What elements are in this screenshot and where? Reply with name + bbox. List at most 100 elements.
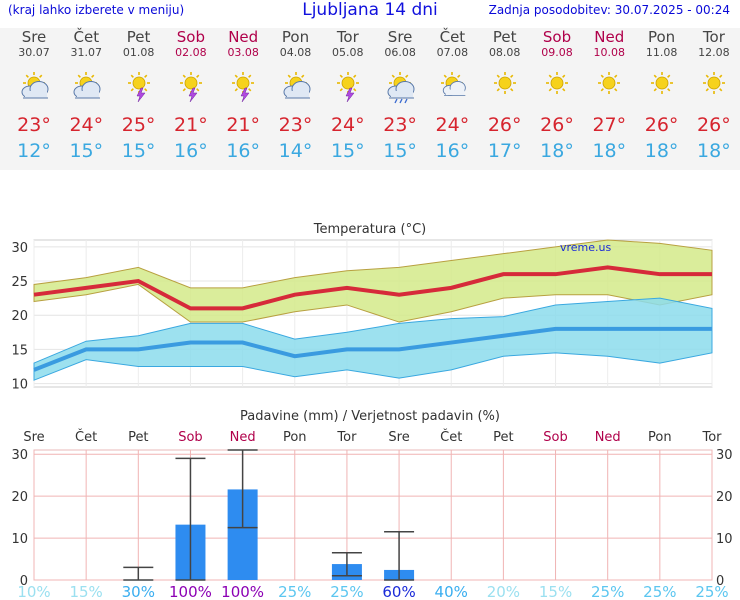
sun-cloud-rain-icon bbox=[383, 68, 417, 104]
forecast-day: Sob 09.08 26° 18° bbox=[531, 28, 583, 164]
temp-min: 16° bbox=[435, 140, 470, 162]
precipitation-probability: 100% bbox=[169, 583, 212, 600]
precipitation-probability: 25% bbox=[695, 583, 728, 600]
x-tick-label: Sre bbox=[23, 430, 44, 445]
temperature-chart-title: Temperatura (°C) bbox=[313, 222, 426, 237]
sun-shape bbox=[493, 72, 516, 94]
forecast-day: Sre 06.08 23° 15° bbox=[374, 28, 426, 164]
sun-icon bbox=[697, 68, 731, 102]
temperature-chart: Temperatura (°C) 10 15 20 25 30 vreme.us bbox=[11, 222, 713, 393]
day-name: Ned bbox=[228, 28, 259, 46]
temp-max: 24° bbox=[69, 114, 104, 136]
y-tick-label-left: 30 bbox=[11, 448, 28, 463]
sun-icon bbox=[592, 68, 626, 102]
precipitation-probability: 15% bbox=[539, 583, 572, 600]
partly-cloudy-icon bbox=[69, 68, 103, 102]
last-update: Zadnja posodobitev: 30.07.2025 - 00:24 bbox=[488, 3, 730, 17]
precipitation-chart-title: Padavine (mm) / Verjetnost padavin (%) bbox=[240, 409, 500, 424]
temp-min: 15° bbox=[121, 140, 156, 162]
cloud-shape bbox=[283, 81, 310, 99]
cloud-shape bbox=[443, 81, 467, 96]
min-temp-range-band bbox=[33, 297, 713, 381]
day-name: Sob bbox=[542, 28, 572, 46]
day-name: Čet bbox=[73, 28, 100, 46]
x-tick-label: Sob bbox=[178, 430, 202, 445]
day-date: 09.08 bbox=[541, 46, 573, 59]
y-tick-label-right: 30 bbox=[716, 448, 733, 463]
day-name: Čet bbox=[439, 28, 466, 46]
temp-min: 17° bbox=[487, 140, 522, 162]
forecast-day: Ned 03.08 21° 16° bbox=[217, 28, 269, 164]
x-tick-label: Čet bbox=[440, 429, 462, 445]
daily-forecast-panel: Sre 30.07 23° 12° Čet 31.07 24° 15° Pet 01.08 25° 1… bbox=[0, 28, 740, 170]
x-tick-label: Ned bbox=[230, 430, 256, 445]
precipitation-chart: Padavine (mm) / Verjetnost padavin (%) Sr… bbox=[11, 409, 733, 600]
precipitation-probability: 25% bbox=[330, 583, 363, 600]
day-name: Pet bbox=[126, 28, 151, 46]
day-name: Sob bbox=[176, 28, 205, 46]
x-tick-label: Ned bbox=[595, 430, 621, 445]
temp-max: 21° bbox=[226, 114, 261, 136]
day-date: 08.08 bbox=[488, 46, 521, 59]
y-tick-label-left: 10 bbox=[11, 532, 28, 547]
day-name: Pon bbox=[647, 28, 676, 46]
forecast-day: Tor 05.08 24° 15° bbox=[322, 28, 374, 164]
forecast-day: Pon 04.08 23° 14° bbox=[270, 28, 322, 164]
x-tick-label: Čet bbox=[75, 429, 97, 445]
sun-shape bbox=[598, 72, 621, 94]
sun-shape bbox=[179, 72, 202, 94]
sun-thunder-icon bbox=[174, 68, 208, 103]
temp-max: 24° bbox=[435, 114, 470, 136]
temp-max: 23° bbox=[383, 114, 417, 136]
precipitation-probability: 15% bbox=[69, 583, 102, 600]
temp-max: 26° bbox=[487, 114, 522, 136]
x-tick-label: Pet bbox=[128, 430, 148, 445]
max-temp-range-band bbox=[33, 239, 713, 323]
plot-area bbox=[33, 449, 713, 581]
y-tick-label: 15 bbox=[11, 343, 28, 358]
sun-cloud-icon bbox=[435, 68, 469, 102]
temp-min: 16° bbox=[226, 140, 261, 162]
day-date: 06.08 bbox=[384, 46, 416, 59]
sun-shape bbox=[702, 72, 725, 94]
temp-max: 26° bbox=[644, 114, 679, 136]
sun-icon bbox=[540, 68, 574, 102]
forecast-day: Tor 12.08 26° 18° bbox=[688, 28, 740, 164]
day-date: 10.08 bbox=[593, 46, 626, 59]
y-tick-label: 25 bbox=[11, 275, 28, 290]
x-tick-label: Tor bbox=[701, 430, 722, 445]
min-temp-line bbox=[33, 326, 712, 372]
precipitation-probability: 10% bbox=[17, 583, 50, 600]
cloud-shape bbox=[73, 81, 101, 99]
precipitation-probability: 60% bbox=[382, 583, 415, 600]
day-date: 31.07 bbox=[70, 46, 103, 59]
sun-thunder-icon bbox=[226, 68, 260, 103]
x-tick-label: Pon bbox=[648, 430, 672, 445]
x-tick-label: Tor bbox=[336, 430, 357, 445]
day-date: 01.08 bbox=[122, 46, 155, 59]
day-date: 07.08 bbox=[436, 46, 469, 59]
forecast-day: Čet 31.07 24° 15° bbox=[60, 28, 112, 164]
day-date: 11.08 bbox=[645, 46, 678, 59]
max-temp-line bbox=[33, 265, 712, 311]
temp-min: 15° bbox=[69, 140, 104, 162]
day-name: Tor bbox=[336, 28, 359, 46]
partly-cloudy-icon bbox=[17, 68, 51, 102]
precipitation-probability: 25% bbox=[591, 583, 624, 600]
day-date: 30.07 bbox=[18, 46, 50, 59]
temp-max: 24° bbox=[330, 114, 365, 136]
y-tick-label: 30 bbox=[11, 241, 28, 256]
forecast-day: Pet 01.08 25° 15° bbox=[113, 28, 165, 164]
sun-thunder-icon bbox=[122, 68, 156, 103]
temp-max: 23° bbox=[17, 114, 51, 136]
sun-shape bbox=[232, 72, 255, 94]
cloud-shape bbox=[21, 81, 49, 99]
y-tick-label-left: 0 bbox=[20, 574, 28, 589]
cloud-shape bbox=[387, 81, 415, 99]
sun-thunder-icon bbox=[331, 68, 365, 103]
temp-min: 14° bbox=[278, 140, 313, 162]
forecast-day: Sre 30.07 23° 12° bbox=[8, 28, 60, 164]
day-date: 04.08 bbox=[279, 46, 312, 59]
temp-max: 25° bbox=[121, 114, 156, 136]
precipitation-probability: 25% bbox=[278, 583, 311, 600]
